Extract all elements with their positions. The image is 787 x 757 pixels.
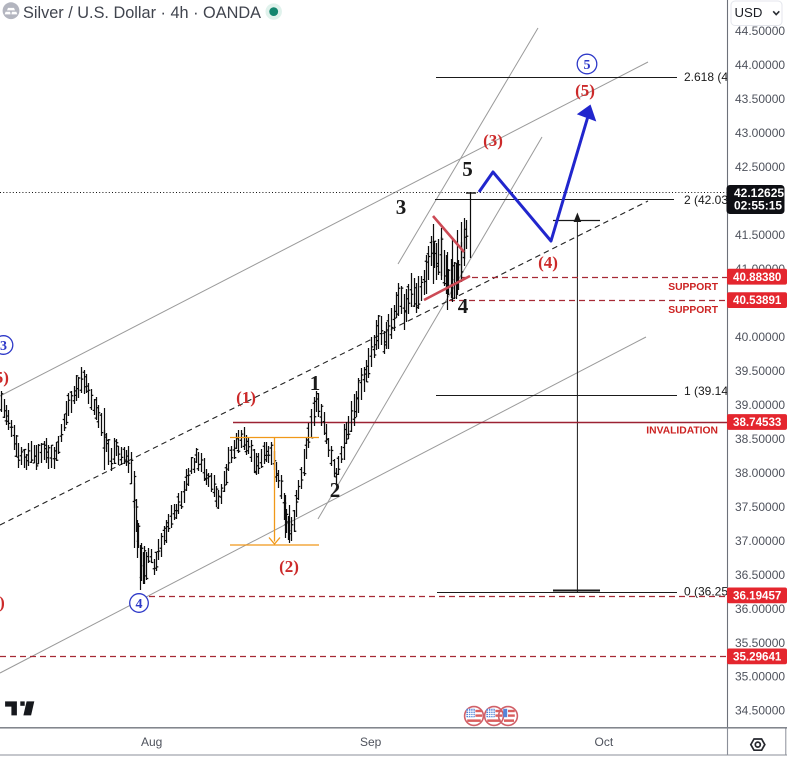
svg-text:INVALIDATION: INVALIDATION bbox=[646, 426, 718, 437]
svg-text:43.50000: 43.50000 bbox=[735, 92, 785, 106]
svg-text:38.00000: 38.00000 bbox=[735, 466, 785, 480]
svg-text:37.50000: 37.50000 bbox=[735, 500, 785, 514]
svg-text:35.29641: 35.29641 bbox=[733, 651, 782, 664]
svg-text:42.12625: 42.12625 bbox=[734, 186, 784, 200]
svg-text:02:55:15: 02:55:15 bbox=[734, 198, 782, 212]
svg-text:35.00000: 35.00000 bbox=[735, 670, 785, 684]
svg-text:(2): (2) bbox=[279, 557, 299, 576]
svg-text:0 (36.25: 0 (36.25 bbox=[684, 585, 728, 599]
svg-text:(3): (3) bbox=[483, 131, 503, 150]
svg-text:2.618 (4: 2.618 (4 bbox=[684, 70, 728, 84]
svg-text:37.00000: 37.00000 bbox=[735, 534, 785, 548]
svg-text:3: 3 bbox=[396, 195, 407, 219]
svg-text:34.50000: 34.50000 bbox=[735, 704, 785, 718]
svg-text:36.19457: 36.19457 bbox=[733, 590, 781, 603]
svg-text:SUPPORT: SUPPORT bbox=[668, 282, 718, 293]
svg-text:1: 1 bbox=[310, 371, 321, 395]
svg-text:Sep: Sep bbox=[360, 735, 382, 749]
svg-text:44.00000: 44.00000 bbox=[735, 58, 785, 72]
svg-text:38.50000: 38.50000 bbox=[735, 432, 785, 446]
svg-text:40.53891: 40.53891 bbox=[733, 294, 782, 307]
svg-text:(5): (5) bbox=[0, 368, 9, 387]
svg-text:Oct: Oct bbox=[595, 735, 614, 749]
svg-text:Aug: Aug bbox=[141, 735, 162, 749]
svg-text:41.50000: 41.50000 bbox=[735, 228, 785, 242]
svg-text:SUPPORT: SUPPORT bbox=[668, 305, 718, 316]
svg-text:40.00000: 40.00000 bbox=[735, 330, 785, 344]
svg-text:35.50000: 35.50000 bbox=[735, 636, 785, 650]
svg-text:2 (42.03: 2 (42.03 bbox=[684, 193, 728, 207]
svg-text:4: 4 bbox=[458, 294, 469, 318]
svg-text:5: 5 bbox=[584, 58, 591, 73]
svg-text:(1): (1) bbox=[236, 388, 256, 407]
svg-text:43.00000: 43.00000 bbox=[735, 126, 785, 140]
svg-text:): ) bbox=[0, 593, 5, 612]
svg-text:38.74533: 38.74533 bbox=[733, 416, 782, 429]
svg-text:(4): (4) bbox=[538, 253, 558, 272]
svg-text:42.50000: 42.50000 bbox=[735, 160, 785, 174]
svg-text:40.88380: 40.88380 bbox=[733, 271, 781, 284]
svg-text:39.00000: 39.00000 bbox=[735, 398, 785, 412]
svg-text:1 (39.14: 1 (39.14 bbox=[684, 384, 728, 398]
svg-text:39.50000: 39.50000 bbox=[735, 364, 785, 378]
svg-text:36.00000: 36.00000 bbox=[735, 602, 785, 616]
svg-text:44.50000: 44.50000 bbox=[735, 24, 785, 38]
svg-text:Silver / U.S. Dollar · 4h · OA: Silver / U.S. Dollar · 4h · OANDA bbox=[23, 4, 261, 22]
svg-text:36.50000: 36.50000 bbox=[735, 568, 785, 582]
svg-text:3: 3 bbox=[0, 339, 7, 354]
svg-text:(5): (5) bbox=[575, 81, 595, 100]
svg-text:5: 5 bbox=[462, 157, 473, 181]
svg-text:4: 4 bbox=[136, 597, 143, 612]
svg-text:USD: USD bbox=[735, 5, 763, 20]
svg-text:2: 2 bbox=[330, 478, 341, 502]
